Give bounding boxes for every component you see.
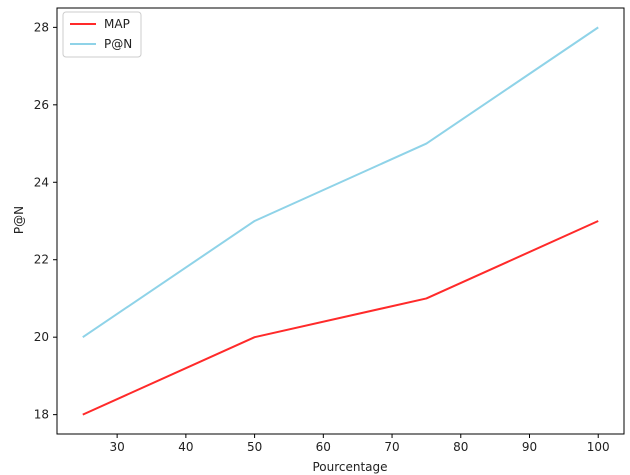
x-tick-label: 100	[587, 440, 610, 454]
y-tick-label: 22	[34, 253, 49, 267]
x-tick-label: 30	[109, 440, 124, 454]
y-axis-label: P@N	[12, 206, 26, 234]
x-axis: 30 40 50 60 70 80 90 100	[109, 434, 610, 454]
x-tick-label: 70	[384, 440, 399, 454]
legend: MAP P@N	[62, 11, 142, 58]
x-tick-label: 90	[522, 440, 537, 454]
y-axis: 18 20 22 24 26 28	[34, 20, 57, 422]
y-tick-label: 20	[34, 330, 49, 344]
x-tick-label: 60	[316, 440, 331, 454]
y-tick-label: 28	[34, 20, 49, 34]
plot-area	[56, 7, 625, 435]
y-tick-label: 18	[34, 408, 49, 422]
legend-label-pn: P@N	[104, 37, 132, 51]
series-layer	[82, 26, 599, 416]
x-tick-label: 40	[178, 440, 193, 454]
series-line-p-n	[82, 26, 599, 339]
series-line-map	[82, 220, 599, 416]
x-tick-label: 50	[247, 440, 262, 454]
y-tick-label: 26	[34, 98, 49, 112]
legend-label-map: MAP	[104, 17, 130, 31]
x-axis-label: Pourcentage	[312, 460, 387, 474]
x-tick-label: 80	[453, 440, 468, 454]
y-tick-label: 24	[34, 175, 49, 189]
